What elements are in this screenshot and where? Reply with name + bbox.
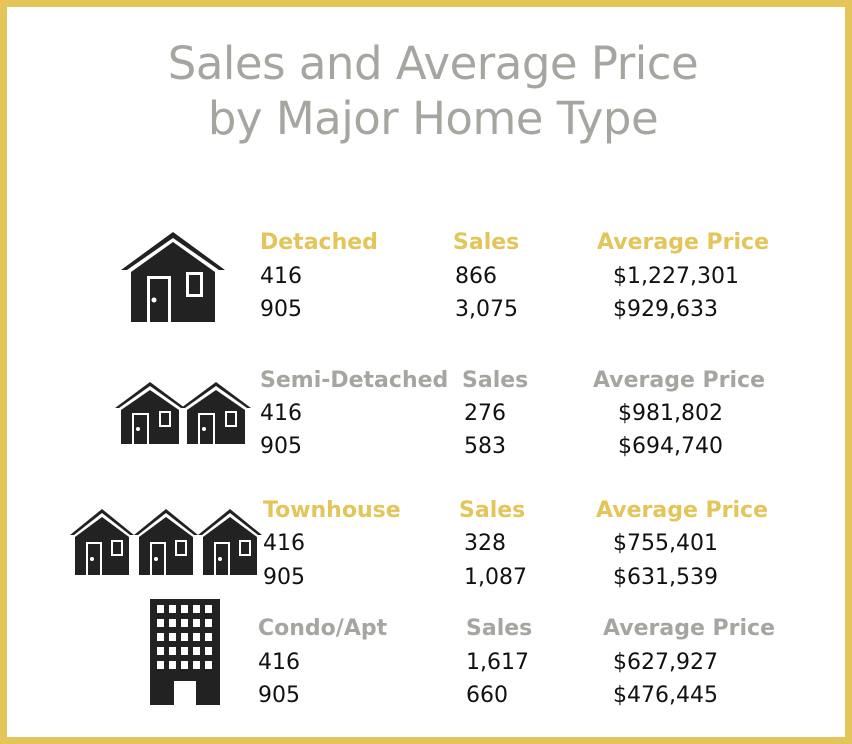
semi-detached-905-price: $694,740 xyxy=(618,434,723,459)
detached-type-heading: Detached xyxy=(260,230,378,255)
semi-detached-416-price: $981,802 xyxy=(618,401,723,426)
townhouse-type-heading: Townhouse xyxy=(263,498,401,523)
townhouse-905-price: $631,539 xyxy=(613,565,718,590)
condo-416-label: 416 xyxy=(258,650,300,675)
townhouse-icon xyxy=(70,509,262,575)
townhouse-416-price: $755,401 xyxy=(613,531,718,556)
detached-price-heading: Average Price xyxy=(597,230,770,255)
semi-detached-price-heading: Average Price xyxy=(593,368,766,393)
detached-416-label: 416 xyxy=(260,264,302,289)
house-icon xyxy=(121,232,225,322)
semi-detached-416-sales: 276 xyxy=(464,401,506,426)
townhouse-905-label: 905 xyxy=(263,565,305,590)
townhouse-sales-heading: Sales xyxy=(459,498,526,523)
condo-type-heading: Condo/Apt xyxy=(258,616,388,641)
detached-905-price: $929,633 xyxy=(613,297,718,322)
detached-905-sales: 3,075 xyxy=(455,297,518,322)
condo-building-icon xyxy=(150,599,220,705)
detached-905-label: 905 xyxy=(260,297,302,322)
condo-price-heading: Average Price xyxy=(603,616,776,641)
condo-416-sales: 1,617 xyxy=(466,650,529,675)
semi-detached-416-label: 416 xyxy=(260,401,302,426)
title-line-2: by Major Home Type xyxy=(207,92,659,145)
condo-905-price: $476,445 xyxy=(613,683,718,708)
semi-detached-icon xyxy=(115,382,251,444)
townhouse-416-label: 416 xyxy=(263,531,305,556)
title-line-1: Sales and Average Price xyxy=(167,37,699,90)
townhouse-905-sales: 1,087 xyxy=(464,565,527,590)
condo-sales-heading: Sales xyxy=(466,616,533,641)
detached-416-sales: 866 xyxy=(455,264,497,289)
semi-detached-sales-heading: Sales xyxy=(462,368,529,393)
detached-416-price: $1,227,301 xyxy=(613,264,739,289)
semi-detached-905-sales: 583 xyxy=(464,434,506,459)
condo-416-price: $627,927 xyxy=(613,650,718,675)
semi-detached-type-heading: Semi-Detached xyxy=(260,368,449,393)
condo-905-label: 905 xyxy=(258,683,300,708)
townhouse-price-heading: Average Price xyxy=(596,498,769,523)
condo-905-sales: 660 xyxy=(466,683,508,708)
semi-detached-905-label: 905 xyxy=(260,434,302,459)
detached-sales-heading: Sales xyxy=(453,230,520,255)
townhouse-416-sales: 328 xyxy=(464,531,506,556)
